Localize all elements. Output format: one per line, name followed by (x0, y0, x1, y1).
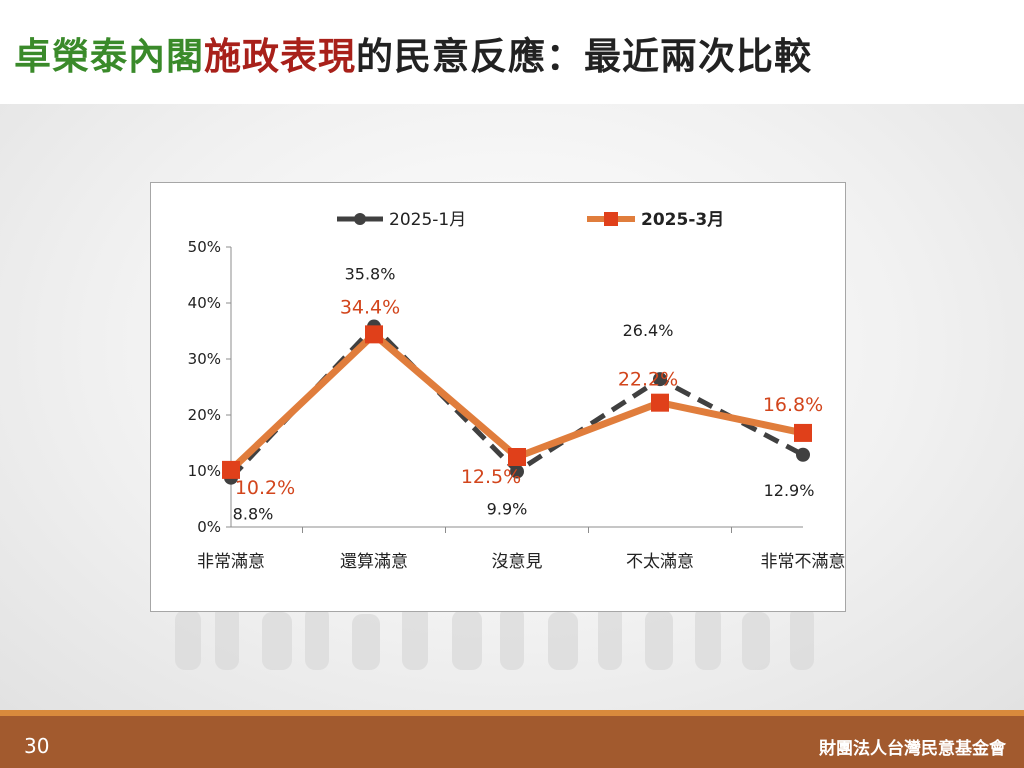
data-point-2025-mar (365, 325, 383, 344)
y-tick-label: 0% (197, 518, 221, 536)
data-point-2025-mar (651, 393, 669, 412)
y-tick-label: 50% (188, 238, 221, 256)
data-label-2025-mar: 16.8% (763, 394, 823, 416)
title-part-performance: 施政表現 (204, 35, 356, 78)
legend-marker-series-1 (354, 213, 366, 225)
legend-label-series-1: 2025-1月 (389, 210, 466, 230)
legend-marker-series-2 (604, 212, 618, 226)
x-tick-label: 還算滿意 (340, 552, 408, 572)
data-point-2025-mar (794, 423, 812, 442)
data-label-2025-jan: 8.8% (233, 505, 274, 524)
title-part-cabinet: 卓榮泰內閣 (14, 35, 204, 78)
organization-name: 財團法人台灣民意基金會 (819, 739, 1006, 759)
data-point-2025-mar (222, 460, 240, 479)
data-point-2025-jan (653, 372, 667, 387)
data-label-2025-jan: 26.4% (623, 321, 674, 340)
footer-bar: 30 財團法人台灣民意基金會 (0, 710, 1024, 768)
x-tick-label: 非常滿意 (197, 552, 265, 572)
crowd-silhouette-decoration (175, 604, 814, 670)
data-point-2025-mar (508, 448, 526, 466)
y-tick-label: 30% (188, 350, 221, 368)
data-label-2025-jan: 35.8% (345, 265, 396, 284)
y-tick-label: 40% (188, 294, 221, 312)
data-label-2025-jan: 9.9% (487, 500, 528, 519)
x-tick-label: 不太滿意 (626, 552, 694, 572)
title-bar: 卓榮泰內閣施政表現的民意反應：最近兩次比較 (0, 0, 1024, 104)
data-label-2025-mar: 12.5% (461, 466, 521, 488)
data-point-2025-jan (510, 464, 524, 479)
data-label-2025-mar: 22.2% (618, 369, 678, 391)
y-tick-label: 10% (188, 462, 221, 480)
y-tick-label: 20% (188, 406, 221, 424)
data-label-2025-jan: 12.9% (764, 481, 815, 500)
x-tick-label: 沒意見 (492, 552, 543, 572)
line-chart: 0% 10% 20% 30% 40% 50% 非常滿意 還算滿意 沒意見 不太滿意 非常不滿意 202… (188, 210, 846, 572)
data-point-2025-jan (796, 447, 810, 462)
data-label-2025-mar: 34.4% (340, 296, 400, 318)
slide-title: 卓榮泰內閣施政表現的民意反應：最近兩次比較 (14, 26, 812, 80)
chart-frame: 0% 10% 20% 30% 40% 50% 非常滿意 還算滿意 沒意見 不太滿意 非常不滿意 202… (150, 182, 846, 612)
x-tick-label: 非常不滿意 (761, 552, 846, 572)
title-part-rest: 的民意反應：最近兩次比較 (356, 35, 812, 78)
legend-label-series-2: 2025-3月 (641, 210, 724, 230)
data-label-2025-mar: 10.2% (235, 477, 295, 499)
page-number: 30 (24, 734, 50, 758)
